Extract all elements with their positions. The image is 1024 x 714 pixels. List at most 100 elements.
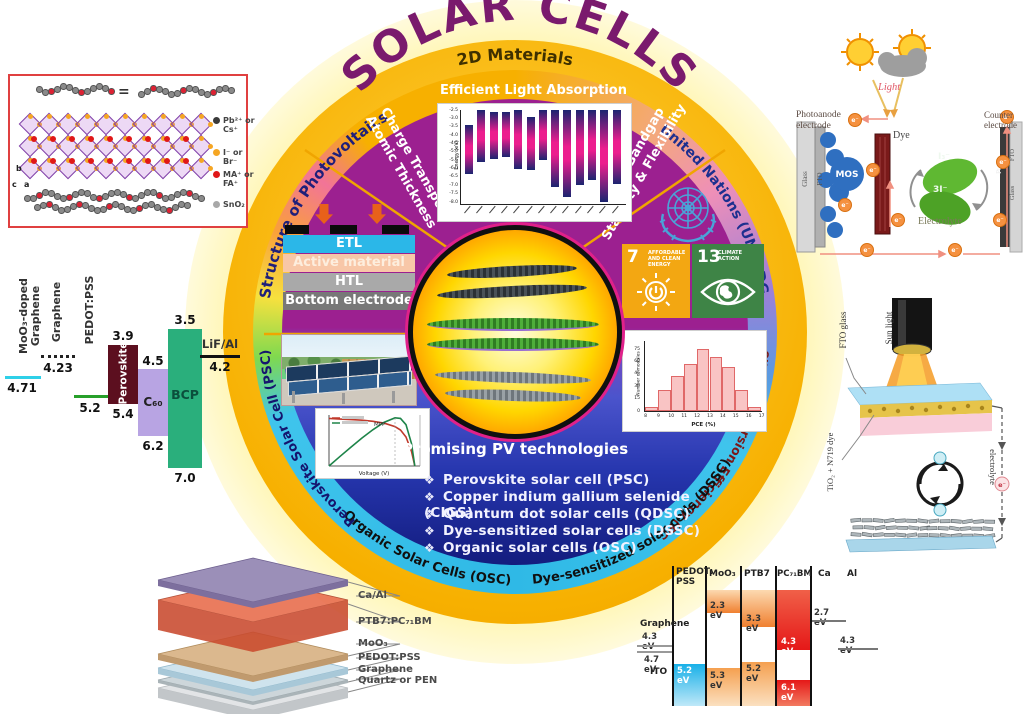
electron-icon [860,243,874,257]
psc-energy-diagram: MoO₃-doped Graphene 4.71 Graphene 4.23 P… [0,270,250,490]
x-tick-label: 12 [694,414,700,419]
legend-text-illegible [342,416,364,419]
sdg-7-label: AFFORDABLE AND CLEAN ENERGY [648,250,686,268]
x-tick-label: 8 [644,414,647,419]
axis-c: c [12,180,17,189]
x-tick-stub [587,205,594,214]
halide-site [27,157,33,163]
spacer-layer [860,413,992,436]
energy-range-bar [551,110,560,187]
perovskite-lattice [10,76,246,226]
graphite-flake [895,518,906,523]
graphite-flake [937,526,949,531]
graphite-flake [863,525,875,530]
molecule-atom [84,190,91,197]
glass-right-label: Glass [1009,185,1016,201]
x-tick-stub [525,205,533,214]
mog-label: MoO₃-doped Graphene [17,278,42,354]
graphite-flake [906,518,917,523]
electron-icon [1000,110,1014,124]
bcp-box: BCP [168,329,202,468]
cation-site [126,136,132,142]
graphite-flake [897,525,908,530]
cation-site [145,136,151,142]
halide-site [93,122,99,127]
graphite-flake [960,526,971,531]
2d-sheet [434,369,592,386]
graphite-flake [872,518,884,523]
graphite-flake [928,533,940,538]
redox-cycle [916,461,964,507]
cation-site [164,136,170,142]
halide-site [150,122,156,127]
graphene-level-line [41,355,75,358]
energy-range-bar [612,110,621,184]
x-tick-label: 14 [720,414,726,419]
graphite-flake [917,518,929,524]
axis-b: b [16,164,22,173]
x-tick-label: 15 [732,414,739,419]
halide-site [84,113,90,119]
legend-item: Pb²⁺ or Cs⁺ [213,116,257,134]
energy-range-bar [514,110,523,169]
graphite-flake [906,532,918,538]
light-rays [872,77,904,113]
moo3-layer [157,631,349,682]
counter-electrode-label: Counter electrode [984,110,1017,130]
graphite-flake [850,532,862,537]
halide-site [103,113,109,119]
iodide-droplet [933,451,947,465]
graphene-level-line [637,645,672,647]
halide-site [160,157,166,163]
sdg-7-number: 7 [627,247,639,267]
halide-site [188,122,194,127]
electron-label: e⁻ [851,117,858,124]
clean-energy-icon [637,273,675,311]
halide-site [46,157,52,163]
dye-bar [874,133,891,235]
halide-site [55,122,61,127]
graphite-counter-electrode [850,517,996,539]
sno2-dot-icon [213,201,220,208]
mog-level-line [5,376,41,379]
diamond-bullet-icon: ❖ [424,490,435,504]
fto-left-label: FTO [816,172,824,186]
fto-right-label: FTO [1009,148,1016,162]
graphite-flake [852,525,864,530]
x-tick-stub [476,205,484,214]
graphite-flake [917,533,929,538]
y-tick-label: -2.5 [449,107,458,113]
halide-site [74,144,80,149]
electrolyte-label: electrolyte [988,449,998,485]
y-tick-label: -6.5 [449,174,458,180]
molecule-atom [166,207,173,214]
triiodide-label: I₃⁻ [938,152,951,162]
htl-layer: HTL [283,273,415,291]
y-axis-label: Number of modules [636,351,642,396]
diamond-bullet-icon: ❖ [424,524,435,538]
cation-site [31,136,37,142]
graphene-label: Graphene [358,664,413,675]
pv-item: ❖ Dye-sensitized solar cells (DSSC) [424,523,701,539]
mos-label: MOS [835,170,858,180]
electron-icon [994,476,1010,492]
halide-site [131,166,137,171]
bottom-electrode-layer: Bottom electrode [283,292,415,310]
electron-path [820,114,1012,259]
molecule-atom [172,204,179,211]
halide-site [74,122,80,127]
glass-bar-right [1009,121,1023,253]
y-tick-label: -3.5 [449,124,458,130]
graphite-flake [874,524,886,531]
halide-site [169,166,175,171]
halide-site [103,157,109,163]
moo3-label: MoO₃ [358,638,388,649]
electron-label: e⁻ [894,217,901,224]
graphite-flake [861,531,873,538]
energy-range-bar [538,110,547,161]
histogram-bar [709,357,723,411]
halide-site [55,166,61,171]
moo3-top-bar [707,590,740,613]
x-tick-stub [599,205,607,214]
c60-box: C₆₀ [138,369,168,436]
